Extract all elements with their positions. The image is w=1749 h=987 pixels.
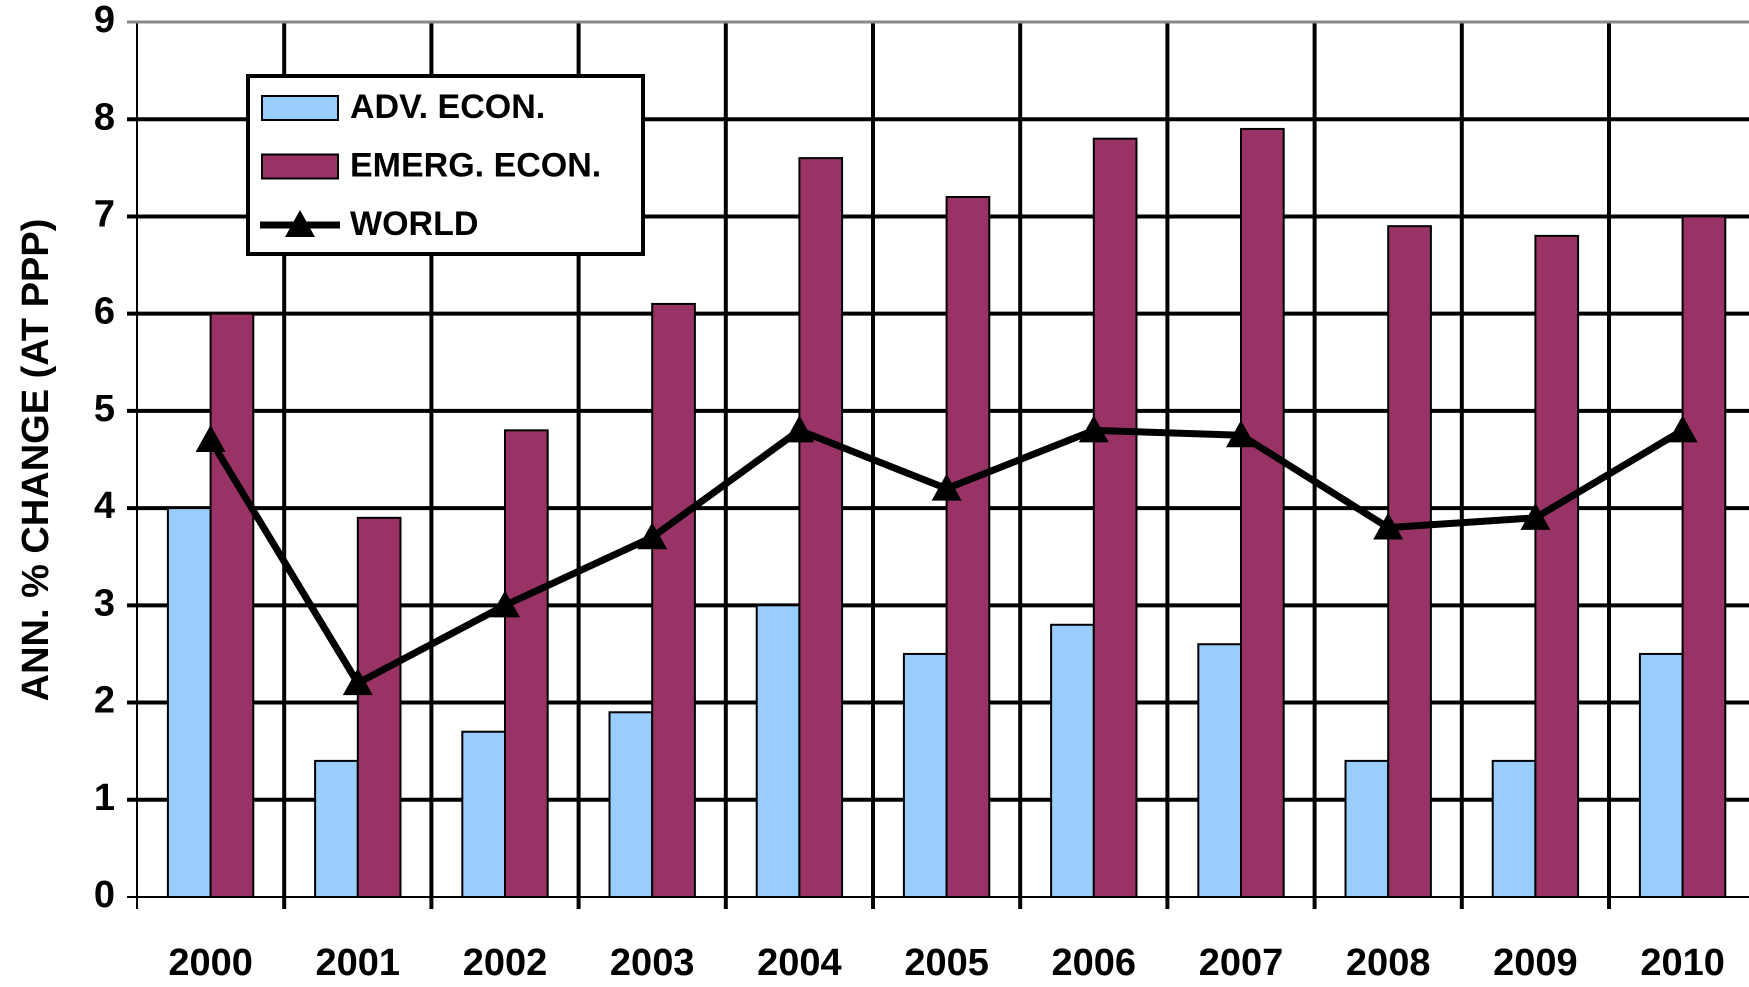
bar — [1050, 623, 1095, 898]
x-tick-label: 2000 — [168, 942, 253, 984]
x-tick-label: 2004 — [757, 942, 842, 984]
y-tick-label: 8 — [94, 96, 115, 138]
line-marker — [1226, 420, 1256, 448]
bar — [166, 507, 212, 898]
bar — [1534, 234, 1580, 898]
line-marker — [195, 425, 226, 453]
legend-label: EMERG. ECON. — [350, 146, 601, 184]
bar — [504, 429, 549, 898]
bar — [1197, 643, 1243, 898]
bar — [356, 516, 402, 898]
x-tick-label: 2005 — [904, 942, 989, 984]
y-tick-label: 5 — [94, 388, 115, 430]
legend-label: ADV. ECON. — [350, 88, 545, 126]
line-marker — [931, 473, 962, 501]
bar — [798, 157, 844, 899]
line-marker — [784, 415, 815, 443]
x-tick-label: 2001 — [316, 942, 401, 984]
y-tick-label: 7 — [94, 193, 115, 235]
bar — [209, 312, 255, 898]
line-marker — [1667, 415, 1698, 443]
x-tick-label: 2003 — [610, 942, 695, 984]
bar — [1491, 759, 1537, 899]
x-tick-label: 2008 — [1346, 942, 1431, 984]
y-axis-label: ANN. % CHANGE (AT PPP) — [15, 219, 57, 702]
legend-swatch — [261, 153, 339, 180]
y-tick-label: 6 — [94, 291, 115, 333]
y-tick-label: 1 — [94, 777, 115, 819]
bar — [945, 196, 991, 898]
y-tick-label: 2 — [94, 680, 115, 722]
legend-swatch — [261, 95, 339, 121]
bar — [1344, 759, 1390, 899]
x-tick-label: 2002 — [463, 942, 548, 984]
bar — [1681, 215, 1727, 898]
line-marker — [1078, 415, 1109, 443]
x-tick-label: 2009 — [1493, 942, 1578, 984]
y-tick-label: 9 — [94, 0, 115, 41]
bar — [651, 302, 696, 898]
x-tick-label: 2007 — [1199, 942, 1284, 984]
line-marker — [342, 668, 373, 696]
bar — [1092, 137, 1138, 898]
y-tick-label: 3 — [94, 582, 115, 624]
y-tick-label: 0 — [94, 874, 115, 916]
bar — [902, 652, 948, 899]
x-tick-label: 2010 — [1640, 942, 1725, 984]
bar — [755, 604, 801, 898]
y-tick-label: 4 — [94, 485, 115, 527]
bar — [608, 711, 654, 898]
line-marker — [1520, 502, 1551, 530]
line-marker — [637, 522, 668, 550]
bar — [1240, 127, 1285, 898]
bar — [461, 730, 507, 898]
bar — [1387, 225, 1432, 898]
line-marker — [1373, 512, 1404, 540]
legend-marker — [285, 210, 315, 237]
x-tick-label: 2006 — [1052, 942, 1137, 984]
bar — [314, 759, 359, 899]
bar — [1638, 652, 1684, 899]
line-marker — [490, 590, 520, 618]
legend-label: WORLD — [350, 205, 478, 243]
